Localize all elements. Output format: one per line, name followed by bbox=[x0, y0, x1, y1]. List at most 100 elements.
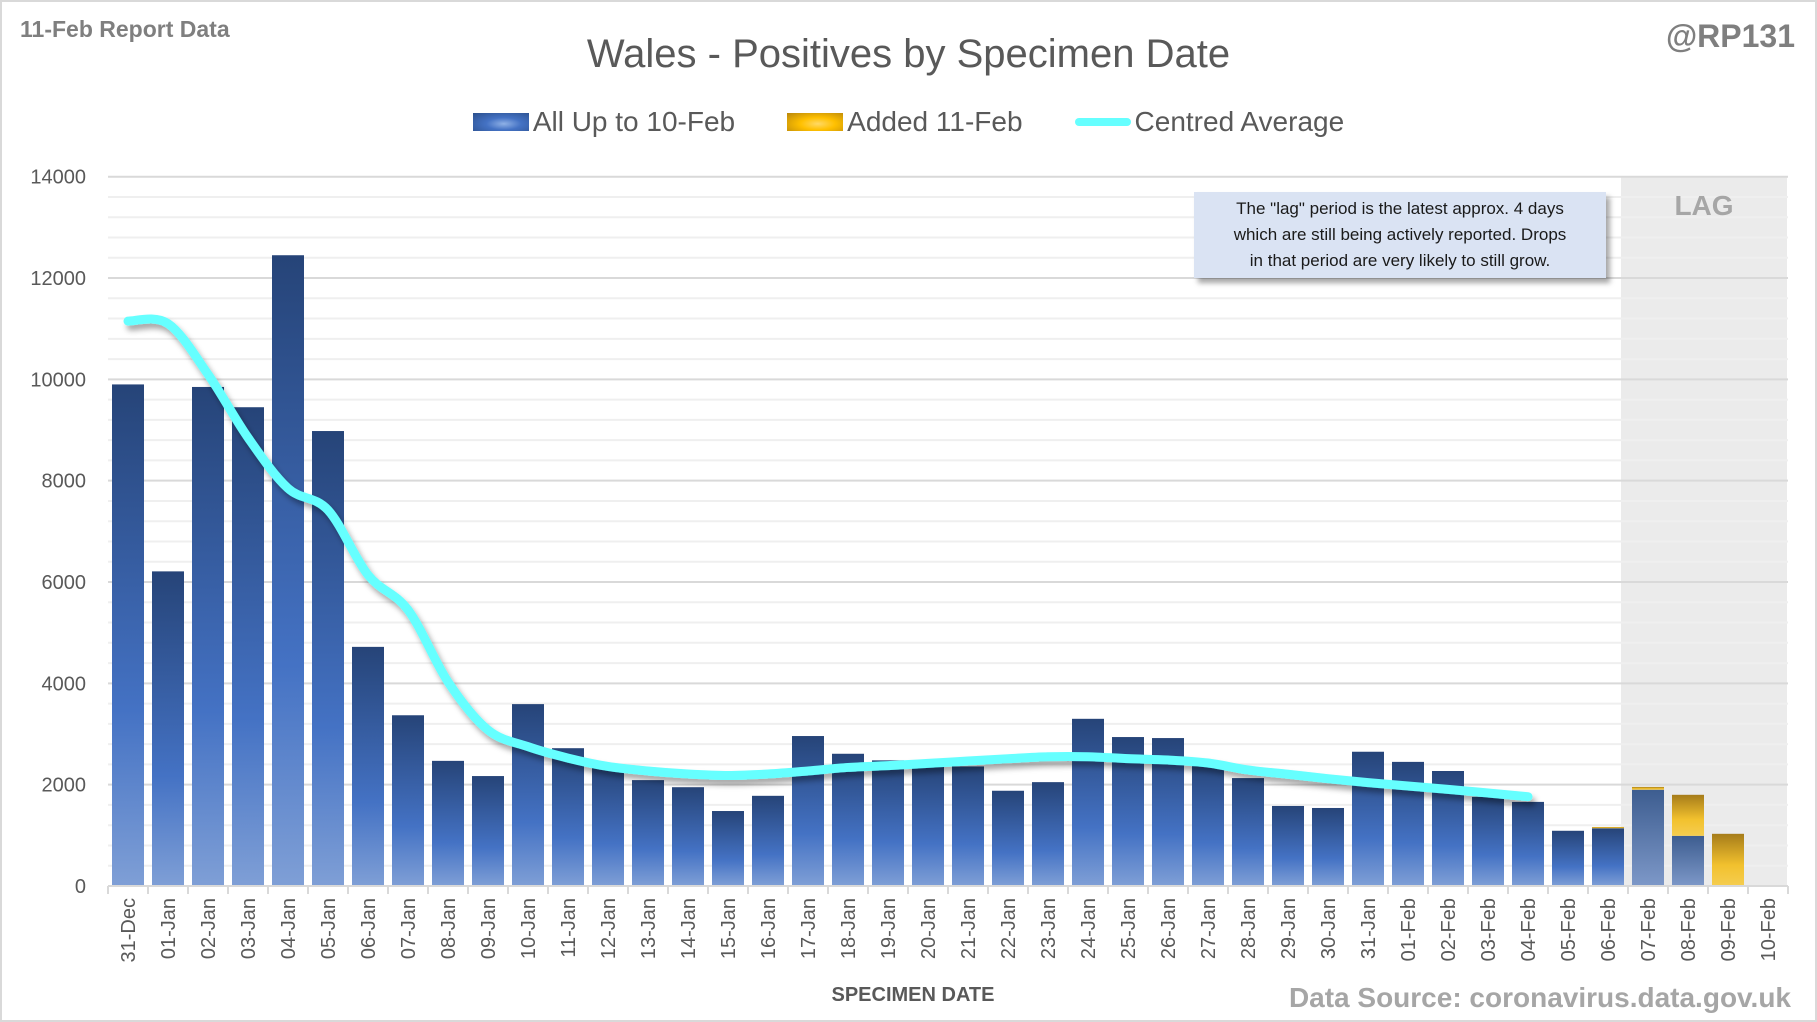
x-tick-label: 21-Jan bbox=[958, 898, 980, 959]
bar-base-13-Jan bbox=[632, 780, 664, 886]
author-handle: @RP131 bbox=[1665, 18, 1795, 54]
x-tick-label: 12-Jan bbox=[598, 898, 620, 959]
bar-base-24-Jan bbox=[1072, 718, 1104, 886]
x-tick-label: 04-Feb bbox=[1518, 898, 1540, 961]
x-tick-label: 01-Jan bbox=[158, 898, 180, 959]
bar-base-22-Jan bbox=[992, 790, 1024, 886]
bar-added-09-Feb bbox=[1712, 833, 1744, 886]
x-tick-label: 22-Jan bbox=[998, 898, 1020, 959]
x-tick-label: 03-Jan bbox=[238, 898, 260, 959]
legend-label: All Up to 10-Feb bbox=[532, 106, 736, 137]
gold-swatch-icon bbox=[787, 113, 844, 131]
x-tick-label: 13-Jan bbox=[638, 898, 660, 959]
bar-base-31-Jan bbox=[1352, 751, 1384, 886]
bar-base-07-Jan bbox=[392, 715, 424, 886]
x-tick-label: 03-Feb bbox=[1478, 898, 1500, 961]
centred-average-line bbox=[123, 314, 1533, 802]
bar-base-14-Jan bbox=[672, 787, 704, 886]
bar-base-29-Jan bbox=[1272, 805, 1304, 886]
bar-base-01-Feb bbox=[1392, 761, 1424, 886]
y-tick-label: 10000 bbox=[30, 369, 86, 391]
lag-label: LAG bbox=[1674, 190, 1734, 221]
y-tick-label: 6000 bbox=[42, 572, 87, 594]
x-axis bbox=[107, 885, 1789, 894]
x-tick-label: 26-Jan bbox=[1158, 898, 1180, 959]
cyan-line-icon bbox=[1074, 118, 1131, 126]
gridlines bbox=[108, 175, 1788, 867]
y-tick-label: 2000 bbox=[42, 775, 87, 797]
x-tick-label: 31-Dec bbox=[118, 898, 140, 962]
bar-base-23-Jan bbox=[1032, 782, 1064, 886]
chart-title: Wales - Positives by Specimen Date bbox=[586, 32, 1231, 76]
legend-item-base: All Up to 10-Feb bbox=[472, 106, 736, 138]
bar-base-05-Feb bbox=[1552, 830, 1584, 886]
bar-base-02-Jan bbox=[192, 386, 224, 886]
bar-base-07-Feb bbox=[1632, 789, 1664, 886]
bar-base-04-Jan bbox=[272, 255, 304, 887]
bar-base-19-Jan bbox=[872, 760, 904, 886]
bar-base-18-Jan bbox=[832, 753, 864, 886]
bar-base-21-Jan bbox=[952, 766, 984, 886]
bar-base-10-Jan bbox=[512, 704, 544, 886]
x-tick-label: 19-Jan bbox=[878, 898, 900, 959]
bar-base-03-Jan bbox=[232, 407, 264, 886]
x-tick-label: 05-Feb bbox=[1558, 898, 1580, 961]
y-tick-label: 0 bbox=[75, 876, 86, 898]
bar-base-20-Jan bbox=[912, 764, 944, 886]
report-date-label: 11-Feb Report Data bbox=[20, 16, 230, 42]
x-tick-label: 05-Jan bbox=[318, 898, 340, 959]
x-tick-label: 17-Jan bbox=[798, 898, 820, 959]
bar-base-01-Jan bbox=[152, 571, 184, 886]
bar-base-30-Jan bbox=[1312, 807, 1344, 886]
x-tick-label: 31-Jan bbox=[1358, 898, 1380, 959]
x-tick-label: 15-Jan bbox=[718, 898, 740, 959]
x-tick-label: 06-Jan bbox=[358, 898, 380, 959]
x-tick-label: 02-Feb bbox=[1438, 898, 1460, 961]
x-axis-ticks: 31-Dec 01-Jan 02-Jan 03-Jan 04-Jan 05-Jan 06-J… bbox=[118, 898, 1780, 962]
lag-explanation-note: The "lag" period is the latest approx. 4… bbox=[1194, 192, 1606, 278]
data-source-label: Data Source: coronavirus.data.gov.uk bbox=[1288, 982, 1791, 1013]
bar-base-27-Jan bbox=[1192, 761, 1224, 886]
bar-base-11-Jan bbox=[552, 748, 584, 886]
bar-base-06-Feb bbox=[1592, 828, 1624, 886]
y-tick-label: 14000 bbox=[30, 167, 86, 189]
note-line: in that period are very likely to still … bbox=[1249, 251, 1551, 270]
x-tick-label: 30-Jan bbox=[1318, 898, 1340, 959]
x-tick-label: 10-Feb bbox=[1758, 898, 1780, 961]
x-tick-label: 23-Jan bbox=[1038, 898, 1060, 959]
legend-label: Added 11-Feb bbox=[847, 106, 1023, 137]
y-tick-label: 4000 bbox=[42, 673, 87, 695]
blue-swatch-icon bbox=[472, 113, 529, 131]
y-tick-label: 8000 bbox=[42, 471, 87, 493]
x-axis-title: SPECIMEN DATE bbox=[831, 984, 995, 1006]
bar-base-15-Jan bbox=[712, 811, 744, 886]
x-tick-label: 18-Jan bbox=[838, 898, 860, 959]
lag-shade-region bbox=[1621, 176, 1787, 886]
x-tick-label: 09-Feb bbox=[1718, 898, 1740, 961]
bar-base-08-Feb bbox=[1672, 835, 1704, 886]
legend-label: Centred Average bbox=[1134, 106, 1345, 137]
note-line: which are still being actively reported.… bbox=[1233, 225, 1567, 244]
bar-base-12-Jan bbox=[592, 764, 624, 886]
x-tick-label: 29-Jan bbox=[1278, 898, 1300, 959]
note-line: The "lag" period is the latest approx. 4… bbox=[1236, 199, 1564, 218]
bar-base-28-Jan bbox=[1232, 778, 1264, 886]
bar-added-08-Feb bbox=[1672, 794, 1704, 836]
x-tick-label: 02-Jan bbox=[198, 898, 220, 959]
y-axis-ticks: 0 2000 4000 6000 8000 10000 12000 14000 bbox=[30, 167, 86, 898]
bar-base-04-Feb bbox=[1512, 801, 1544, 886]
x-tick-label: 07-Jan bbox=[398, 898, 420, 959]
bar-base-09-Jan bbox=[472, 776, 504, 886]
bar-base-16-Jan bbox=[752, 795, 784, 886]
x-tick-label: 27-Jan bbox=[1198, 898, 1220, 959]
bar-base-03-Feb bbox=[1472, 796, 1504, 886]
x-tick-label: 11-Jan bbox=[558, 898, 580, 958]
legend-item-average: Centred Average bbox=[1074, 106, 1345, 138]
x-tick-label: 07-Feb bbox=[1638, 898, 1660, 961]
x-tick-label: 24-Jan bbox=[1078, 898, 1100, 959]
bar-added-06-Feb bbox=[1592, 826, 1624, 829]
bar-base-08-Jan bbox=[432, 760, 464, 886]
x-tick-label: 14-Jan bbox=[678, 898, 700, 959]
y-tick-label: 12000 bbox=[30, 268, 86, 290]
